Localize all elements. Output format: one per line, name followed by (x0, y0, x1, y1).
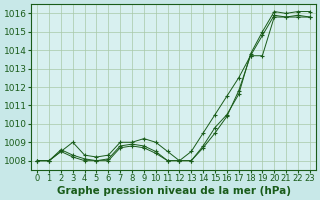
X-axis label: Graphe pression niveau de la mer (hPa): Graphe pression niveau de la mer (hPa) (57, 186, 291, 196)
